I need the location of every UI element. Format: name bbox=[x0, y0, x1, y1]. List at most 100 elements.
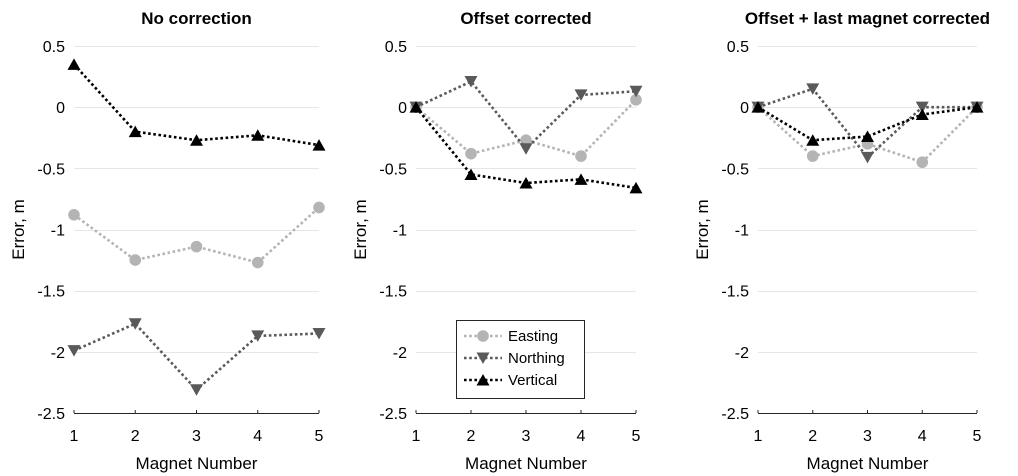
x-tick-label: 5 bbox=[632, 428, 641, 445]
data-point-northing bbox=[806, 83, 820, 95]
y-tick-label: -2 bbox=[393, 345, 407, 362]
data-point-northing bbox=[519, 143, 533, 155]
y-tick-label: -2.5 bbox=[721, 406, 749, 423]
y-tick-label: -0.5 bbox=[37, 161, 65, 178]
x-tick-label: 1 bbox=[70, 428, 79, 445]
y-axis-label: Error, m bbox=[9, 199, 28, 259]
y-tick-label: -1.5 bbox=[721, 284, 749, 301]
data-point-vertical bbox=[915, 108, 929, 121]
y-tick-label: -1 bbox=[51, 223, 65, 240]
x-tick-label: 3 bbox=[192, 428, 201, 445]
data-point-easting bbox=[190, 240, 203, 253]
data-point-northing bbox=[67, 345, 81, 357]
y-tick-label: -2 bbox=[51, 345, 65, 362]
legend-label-easting: Easting bbox=[508, 328, 558, 345]
series-line-easting bbox=[757, 106, 978, 164]
x-axis-label: Magnet Number bbox=[136, 454, 258, 473]
x-tick-label: 1 bbox=[754, 428, 763, 445]
data-point-easting bbox=[129, 254, 142, 266]
legend-label-northing: Northing bbox=[508, 350, 565, 367]
x-axis-label: Magnet Number bbox=[807, 454, 929, 473]
legend-marker-easting bbox=[477, 330, 489, 342]
data-point-vertical bbox=[970, 101, 984, 113]
data-point-northing bbox=[574, 89, 588, 101]
x-tick-label: 2 bbox=[467, 428, 476, 445]
data-point-easting bbox=[520, 134, 532, 146]
y-tick-label: 0.5 bbox=[43, 39, 65, 56]
data-point-easting bbox=[806, 150, 819, 162]
data-point-vertical bbox=[128, 125, 142, 138]
y-tick-label: -1 bbox=[393, 223, 407, 240]
data-point-northing bbox=[915, 101, 929, 114]
data-point-easting bbox=[916, 156, 929, 169]
x-tick-label: 5 bbox=[973, 428, 982, 445]
series-line-easting bbox=[73, 206, 320, 264]
chart-title: No correction bbox=[141, 9, 252, 28]
y-tick-label: -2.5 bbox=[37, 406, 65, 423]
data-point-vertical bbox=[67, 58, 81, 70]
x-tick-label: 5 bbox=[315, 428, 324, 445]
data-point-easting bbox=[313, 201, 325, 214]
series-line-northing bbox=[73, 322, 320, 392]
y-tick-label: 0.5 bbox=[385, 39, 407, 56]
data-point-vertical bbox=[806, 134, 820, 146]
series-line-northing bbox=[757, 87, 977, 160]
y-axis-label: Error, m bbox=[693, 199, 712, 259]
chart-title: Offset corrected bbox=[460, 9, 591, 28]
data-point-vertical bbox=[629, 181, 643, 194]
data-point-northing bbox=[190, 384, 203, 396]
x-tick-label: 3 bbox=[863, 428, 872, 445]
y-tick-label: -1.5 bbox=[37, 284, 65, 301]
chart-panel-1: 0.5 0 -0.5 -1 -1.5 -2 -2.5 1 2 3 4 5 No correction Ma… bbox=[9, 9, 326, 473]
data-point-vertical bbox=[251, 129, 265, 141]
data-point-easting bbox=[68, 209, 80, 221]
y-tick-label: -0.5 bbox=[721, 161, 749, 178]
legend-marker-vertical bbox=[476, 374, 490, 386]
data-point-vertical bbox=[519, 177, 533, 189]
x-tick-label: 3 bbox=[522, 428, 531, 445]
series-line-vertical bbox=[73, 63, 320, 147]
data-point-easting bbox=[630, 94, 642, 106]
data-point-vertical bbox=[464, 168, 478, 180]
x-tick-label: 2 bbox=[808, 428, 817, 445]
data-point-vertical bbox=[312, 139, 326, 151]
data-point-vertical bbox=[861, 130, 874, 143]
data-point-easting bbox=[575, 150, 587, 162]
chart-panel-3: 0.5 0 -0.5 -1 -1.5 -2 -2.5 1 2 3 4 5 Offset + last m… bbox=[693, 9, 990, 473]
y-tick-label: -2 bbox=[735, 345, 749, 362]
chart-title: Offset + last magnet corrected bbox=[745, 9, 990, 28]
y-tick-label: -0.5 bbox=[379, 161, 407, 178]
chart-panel-2: 0.5 0 -0.5 -1 -1.5 -2 -2.5 1 2 3 4 5 Offset correcte… bbox=[351, 9, 643, 473]
x-axis-label: Magnet Number bbox=[465, 454, 587, 473]
y-tick-label: -2.5 bbox=[379, 406, 407, 423]
y-tick-label: 0 bbox=[398, 100, 407, 117]
data-point-northing bbox=[861, 151, 874, 164]
legend-label-vertical: Vertical bbox=[508, 372, 557, 389]
data-point-northing bbox=[312, 327, 326, 340]
data-point-northing bbox=[629, 85, 643, 98]
y-tick-label: 0 bbox=[56, 100, 65, 117]
x-tick-label: 4 bbox=[577, 428, 586, 445]
data-point-easting bbox=[251, 256, 264, 269]
y-tick-label: 0.5 bbox=[727, 39, 749, 56]
series-line-vertical bbox=[757, 105, 978, 142]
y-tick-label: -1.5 bbox=[379, 284, 407, 301]
data-point-vertical bbox=[190, 134, 203, 146]
data-point-northing bbox=[128, 318, 142, 330]
data-point-vertical bbox=[574, 173, 588, 185]
y-axis-label: Error, m bbox=[351, 199, 370, 259]
x-tick-label: 1 bbox=[412, 428, 421, 445]
data-point-northing bbox=[251, 330, 265, 342]
legend-marker-northing bbox=[476, 352, 490, 364]
x-tick-label: 4 bbox=[253, 428, 262, 445]
x-tick-label: 2 bbox=[131, 428, 140, 445]
data-point-easting bbox=[465, 147, 477, 160]
y-tick-label: 0 bbox=[740, 100, 749, 117]
data-point-northing bbox=[464, 75, 478, 88]
legend: Easting Northing Vertical bbox=[456, 320, 585, 399]
data-point-vertical bbox=[751, 101, 765, 113]
x-tick-label: 4 bbox=[918, 428, 927, 445]
y-tick-label: -1 bbox=[735, 223, 749, 240]
data-point-vertical bbox=[409, 101, 423, 113]
